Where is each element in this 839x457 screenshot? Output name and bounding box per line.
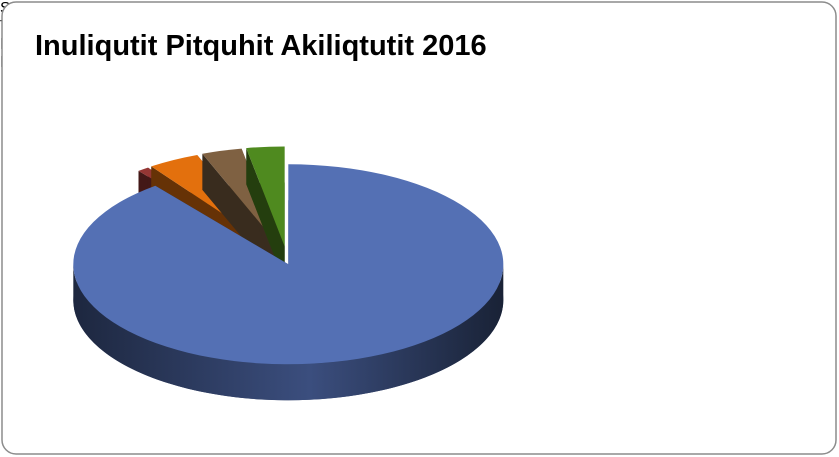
slice — [73, 164, 504, 365]
slice-side — [73, 264, 504, 401]
slice — [246, 146, 285, 247]
slice-wall — [246, 148, 285, 283]
slice — [202, 148, 280, 247]
chart-title: Inuliqutit Pitquhit Akiliqtutit 2016 — [35, 30, 487, 62]
